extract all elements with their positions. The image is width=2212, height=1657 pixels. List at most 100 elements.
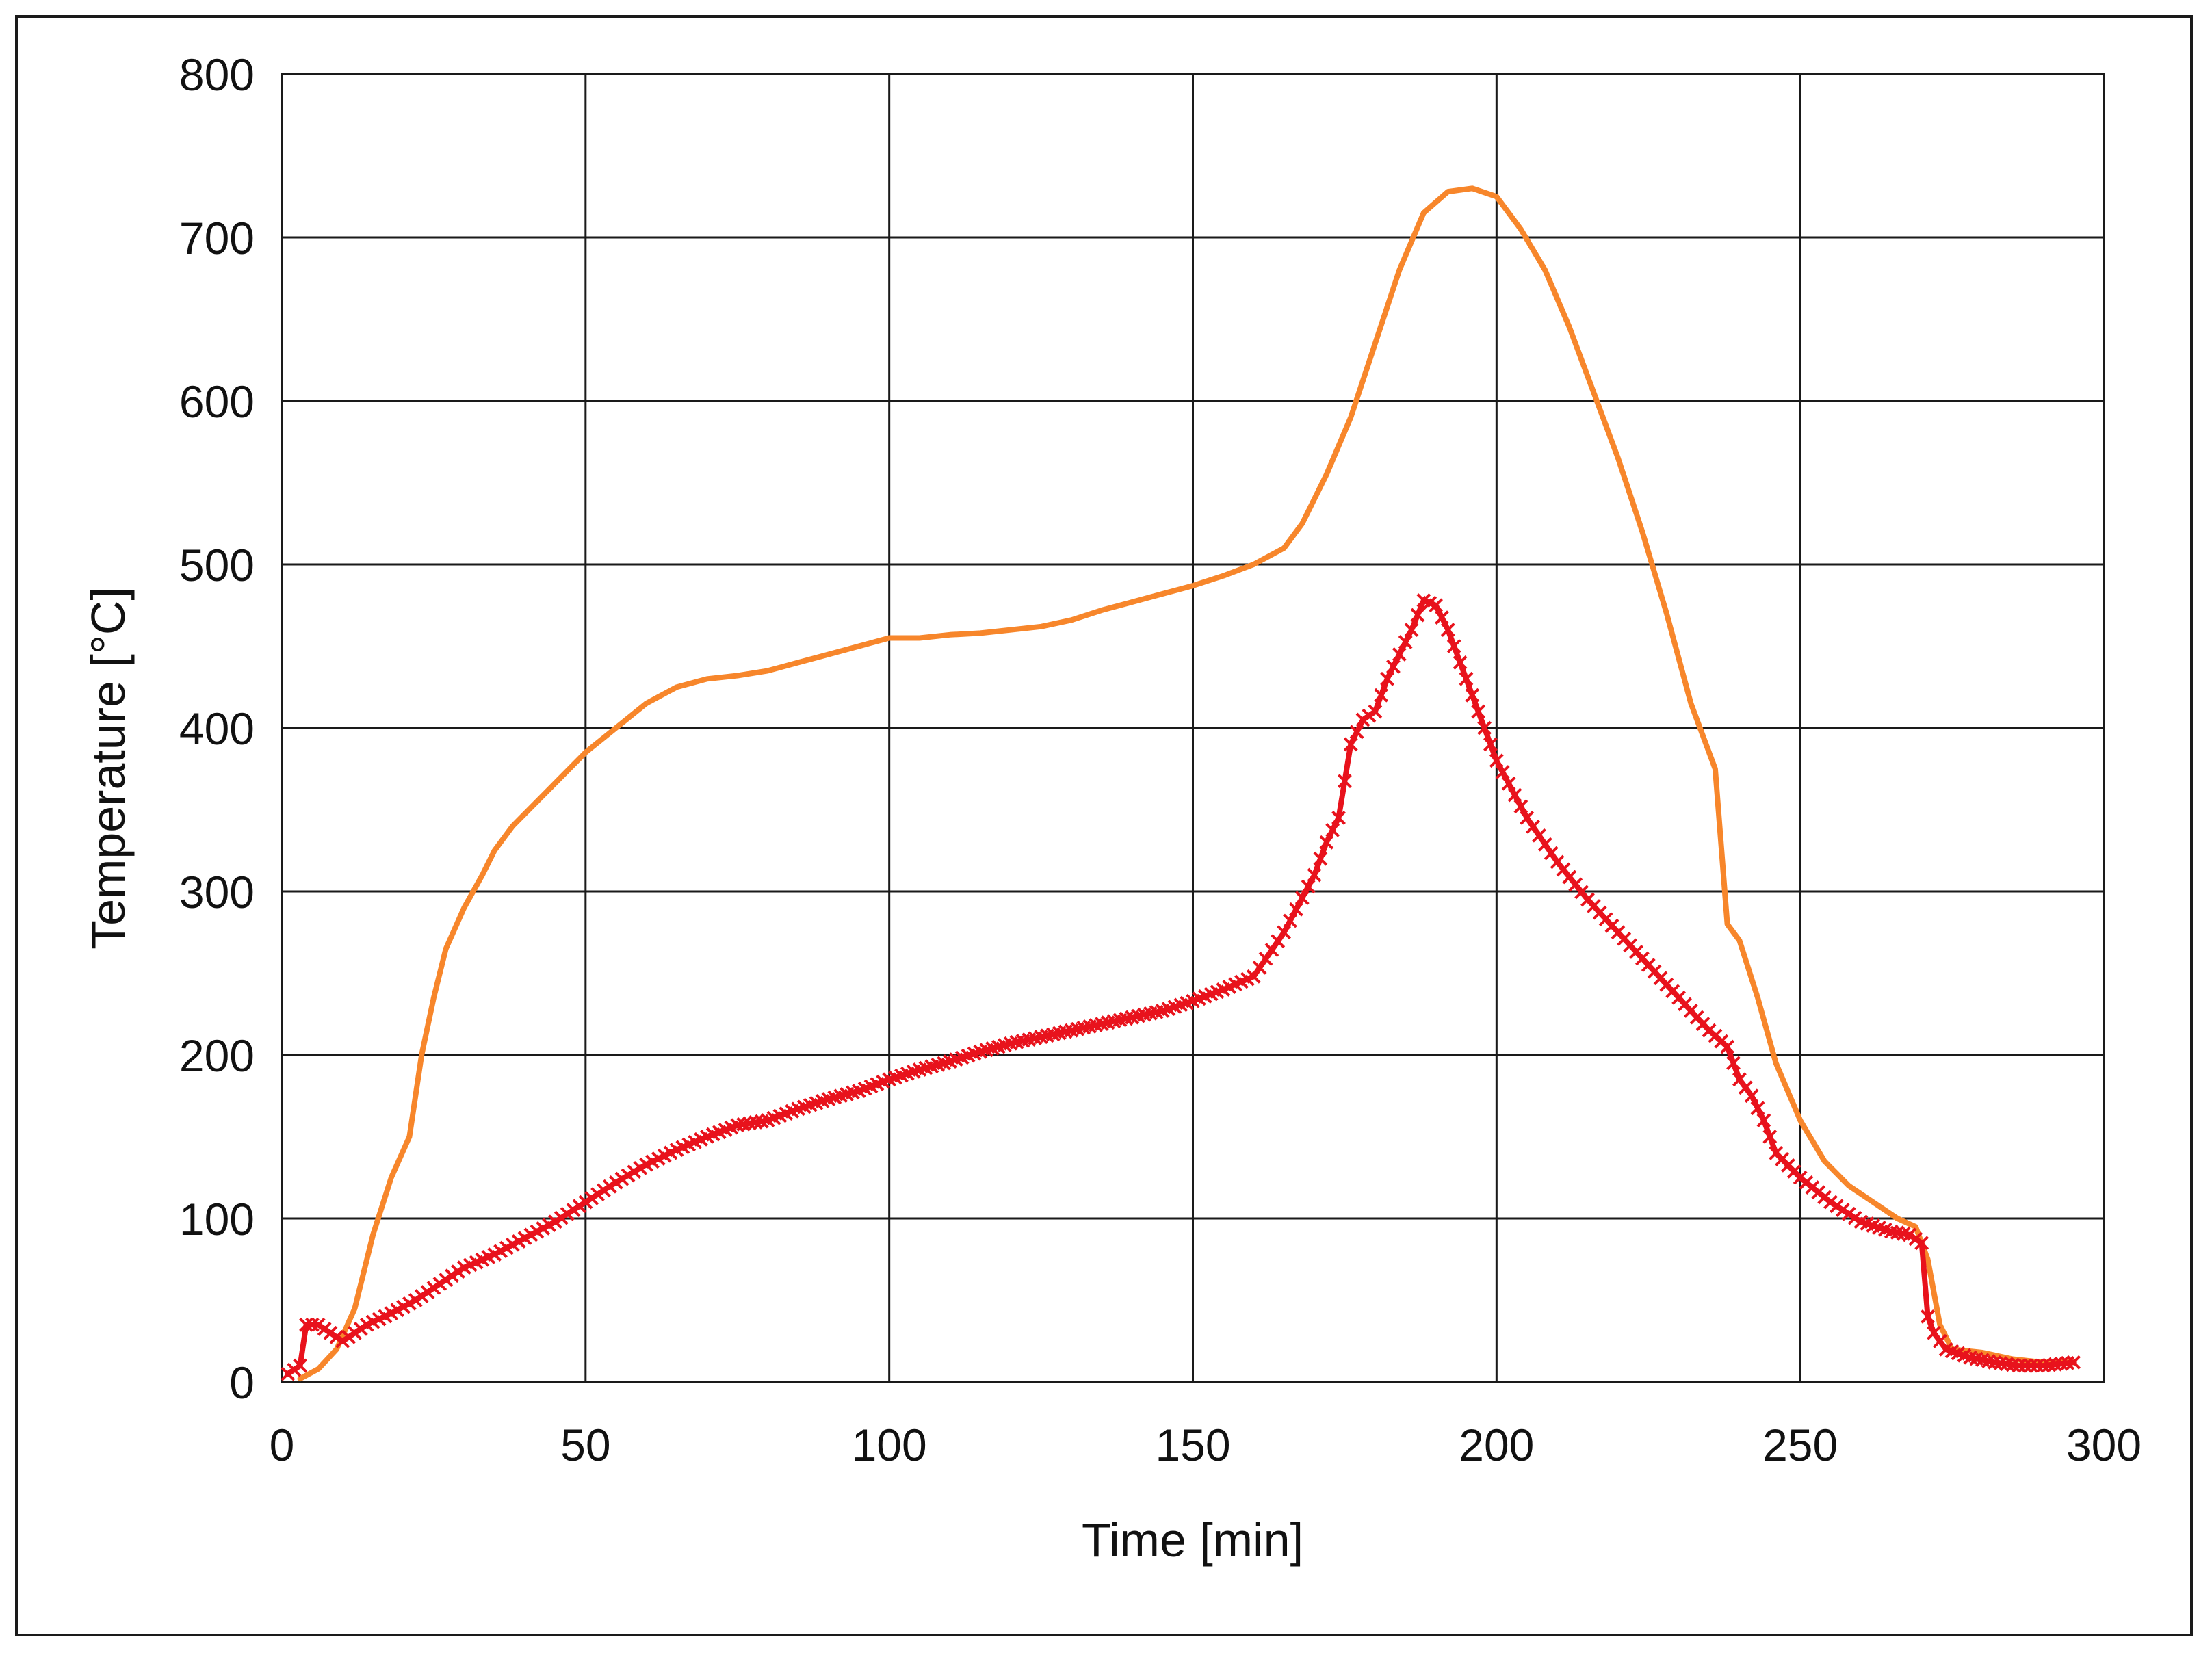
data-point-marker [1294,891,1310,905]
data-point-marker [1537,837,1552,852]
y-tick-label: 0 [229,1357,255,1408]
data-point-marker [1313,851,1328,866]
data-point-marker [1750,1101,1765,1116]
data-point-marker [2012,1358,2027,1373]
data-point-marker [1264,943,1279,957]
x-tick-label: 150 [1155,1420,1230,1470]
y-tick-label: 800 [179,49,255,100]
data-point-marker [1902,1227,1917,1242]
data-point-marker [323,1325,338,1340]
data-point-marker [1404,623,1419,638]
data-point-marker [1338,774,1352,789]
data-point-marker [1520,811,1535,825]
data-point-marker [1501,776,1516,791]
data-point-marker [1301,879,1316,894]
data-point-marker [2024,1358,2038,1373]
y-tick-label: 700 [179,213,255,263]
data-point-marker [1744,1088,1759,1104]
data-point-marker [1483,737,1498,752]
data-point-marker [1507,787,1522,803]
data-point-marker [1271,934,1286,949]
data-point-marker [1362,708,1377,723]
series-line-orange-curve [297,185,2077,1382]
data-point-marker [287,1362,302,1377]
data-point-marker [317,1321,332,1336]
data-point-marker [1738,1080,1753,1095]
data-point-marker [1471,704,1486,719]
data-series [281,185,2081,1382]
data-point-marker [335,1333,350,1348]
y-tick-label: 600 [179,376,255,427]
data-point-marker [2066,1355,2081,1370]
x-tick-label: 300 [2066,1420,2142,1470]
tick-labels: 0 100 200 300 400 500 600 700 800 0 50 100 150 200 250… [179,49,2142,1470]
data-point-marker [408,1293,423,1307]
data-point-marker [1252,960,1267,975]
data-point-marker [1246,969,1261,984]
data-point-marker [414,1289,429,1303]
data-point-marker [1392,647,1407,662]
y-tick-label: 100 [179,1194,255,1244]
data-point-marker [311,1317,326,1332]
data-point-marker [1459,671,1474,686]
x-tick-label: 0 [270,1420,295,1470]
data-point-marker [2029,1358,2044,1373]
data-point-marker [1258,952,1273,966]
data-point-marker [1489,753,1504,768]
data-point-marker [1331,811,1346,825]
data-point-marker [299,1317,313,1332]
data-point-marker [1495,765,1510,779]
data-point-marker [341,1329,356,1344]
data-point-marker [420,1285,435,1299]
data-point-marker [1410,608,1425,623]
data-point-marker [1435,610,1449,625]
data-point-marker [1908,1231,1923,1247]
data-point-marker [353,1321,368,1336]
data-point-marker [445,1268,459,1283]
data-point-marker [1429,598,1443,613]
data-point-marker [329,1329,344,1344]
data-point-marker [1349,725,1364,740]
data-point-marker [348,1325,362,1340]
data-point-marker [1380,671,1394,686]
y-tick-label: 200 [179,1030,255,1081]
data-point-marker [1544,846,1559,861]
y-tick-label: 500 [179,540,255,590]
data-point-marker [2018,1358,2033,1373]
data-point-marker [1343,737,1358,752]
x-axis-title: Time [min] [1082,1513,1303,1567]
data-point-marker [1325,822,1340,837]
data-point-marker [1513,799,1528,814]
data-point-marker [1720,1039,1735,1054]
data-point-marker [1374,688,1389,703]
data-point-marker [1355,712,1370,727]
data-point-marker [304,1317,320,1332]
data-point-marker [293,1358,308,1373]
data-point-marker [281,1366,296,1381]
data-point-marker [426,1281,441,1295]
data-point-marker [432,1277,447,1292]
x-tick-label: 50 [560,1420,610,1470]
y-tick-label: 300 [179,867,255,917]
data-point-marker [1368,704,1383,719]
data-point-marker [1283,913,1297,928]
data-point-marker [1386,659,1401,674]
y-axis-title: Temperature [°C] [81,587,135,950]
grid-lines [281,73,2105,1383]
data-point-marker [1319,835,1334,850]
x-tick-label: 250 [1762,1420,1838,1470]
data-point-marker [1398,635,1413,649]
series-line-red-curve-with-markers [285,597,2077,1377]
series-red-curve-with-markers [281,593,2081,1381]
x-tick-label: 100 [852,1420,927,1470]
y-tick-label: 400 [179,703,255,754]
data-point-marker [1914,1236,1929,1251]
data-point-marker [1932,1333,1947,1348]
data-point-marker [1756,1113,1771,1128]
data-point-marker [1921,1309,1935,1324]
data-point-marker [1477,720,1492,735]
data-point-marker [1726,1056,1741,1071]
data-point-marker [439,1273,454,1288]
data-point-marker [1446,639,1461,653]
